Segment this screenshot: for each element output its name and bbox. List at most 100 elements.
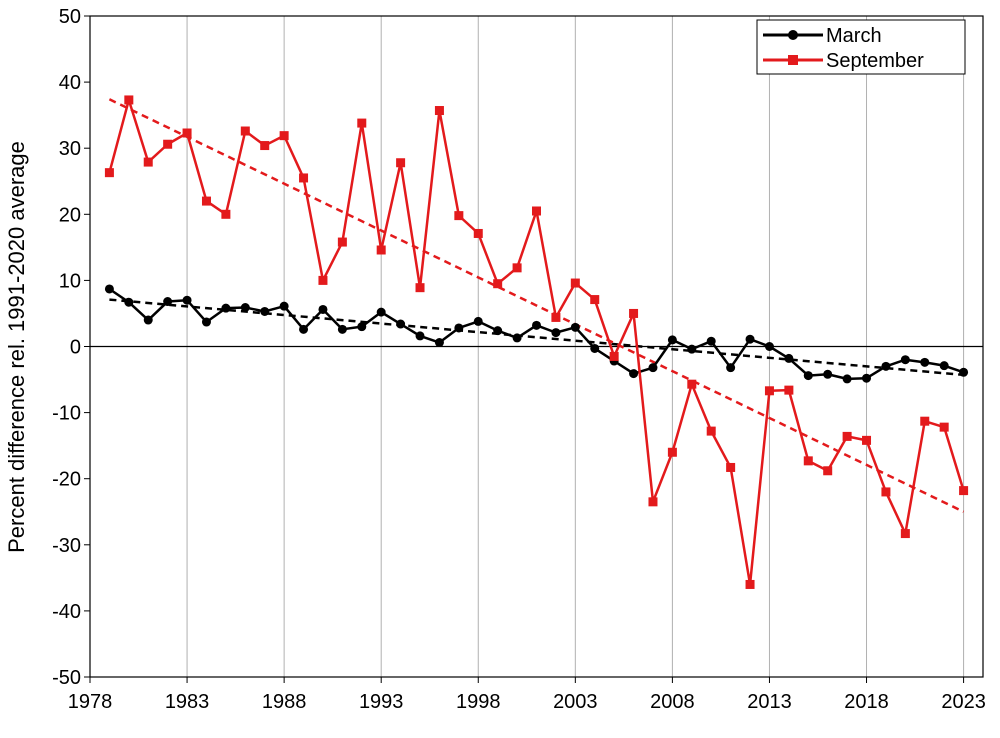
legend: March September bbox=[756, 19, 966, 75]
march-point bbox=[512, 333, 522, 343]
september-point bbox=[337, 237, 347, 247]
march-series bbox=[104, 284, 969, 384]
march-point bbox=[862, 373, 872, 383]
september-line bbox=[108, 98, 965, 586]
march-point bbox=[920, 357, 930, 367]
march-point bbox=[842, 374, 852, 384]
september-point bbox=[415, 283, 425, 293]
x-tick-label: 1978 bbox=[68, 691, 113, 713]
march-point bbox=[764, 342, 774, 351]
march-point bbox=[823, 369, 833, 379]
march-point bbox=[493, 326, 503, 336]
march-point bbox=[104, 284, 114, 294]
september-point bbox=[299, 173, 309, 183]
march-point bbox=[221, 303, 231, 313]
march-point bbox=[648, 363, 658, 373]
september-point bbox=[823, 466, 833, 476]
x-tick-label: 1983 bbox=[165, 691, 210, 713]
data-series bbox=[104, 95, 969, 589]
september-point bbox=[959, 486, 969, 496]
x-tick-label: 1988 bbox=[262, 691, 307, 713]
september-point bbox=[493, 279, 503, 289]
march-point bbox=[337, 324, 347, 334]
y-tick-label: 10 bbox=[59, 270, 81, 292]
september-point bbox=[590, 295, 600, 305]
september-point bbox=[745, 579, 755, 589]
september-point bbox=[842, 431, 852, 441]
september-point bbox=[201, 196, 211, 206]
y-axis-title: Percent difference rel. 1991-2020 averag… bbox=[4, 141, 29, 553]
march-point bbox=[240, 303, 250, 313]
september-point bbox=[279, 131, 289, 141]
legend-september-marker bbox=[788, 55, 798, 65]
september-point bbox=[532, 206, 541, 216]
trend-lines bbox=[108, 98, 965, 513]
march-point bbox=[726, 363, 736, 373]
march-point bbox=[201, 317, 211, 327]
march-point bbox=[473, 316, 483, 326]
march-point bbox=[687, 344, 697, 354]
september-point bbox=[182, 128, 192, 138]
september-point bbox=[376, 245, 386, 255]
march-point bbox=[881, 361, 891, 371]
march-point bbox=[318, 304, 328, 314]
september-point bbox=[473, 228, 483, 238]
y-tick-label: 20 bbox=[59, 204, 81, 226]
x-tick-label: 2003 bbox=[553, 691, 598, 713]
x-tick-label: 2008 bbox=[650, 691, 695, 713]
march-point bbox=[260, 306, 270, 316]
september-point bbox=[396, 158, 406, 168]
march-trend-line bbox=[109, 298, 964, 377]
march-point bbox=[532, 320, 541, 330]
september-trend-line bbox=[108, 98, 965, 513]
march-point bbox=[745, 334, 755, 344]
march-point bbox=[803, 371, 813, 381]
x-tick-label: 1998 bbox=[456, 691, 501, 713]
september-point bbox=[629, 308, 639, 318]
september-point bbox=[104, 168, 114, 178]
september-point bbox=[260, 141, 270, 151]
march-point bbox=[454, 323, 464, 333]
september-point bbox=[318, 275, 328, 285]
y-tick-label: -30 bbox=[52, 535, 81, 557]
tick-labels: -50 -40 -30 -20 -10 0 10 20 30 40 50 1978 1983 1988 19… bbox=[52, 6, 986, 713]
september-point bbox=[862, 435, 872, 445]
march-point bbox=[706, 336, 716, 346]
march-point bbox=[959, 367, 969, 377]
september-point bbox=[512, 263, 522, 273]
september-point bbox=[648, 497, 658, 507]
september-point bbox=[881, 487, 891, 497]
y-tick-label: 50 bbox=[59, 6, 81, 28]
legend-march-label: March bbox=[826, 25, 882, 47]
axes bbox=[84, 15, 984, 683]
september-point bbox=[124, 95, 134, 105]
march-line bbox=[108, 287, 964, 381]
september-series bbox=[104, 95, 969, 589]
march-point bbox=[667, 335, 677, 345]
march-point bbox=[939, 361, 949, 371]
x-tick-label: 2018 bbox=[844, 691, 889, 713]
y-tick-label: 30 bbox=[59, 138, 81, 160]
september-point bbox=[143, 157, 153, 167]
march-point bbox=[182, 295, 192, 305]
y-tick-label: -50 bbox=[52, 667, 81, 689]
march-point bbox=[784, 353, 794, 363]
september-point bbox=[939, 422, 949, 432]
y-tick-label: -10 bbox=[52, 403, 81, 425]
march-point bbox=[900, 355, 910, 365]
march-point bbox=[124, 297, 134, 307]
march-point bbox=[590, 343, 600, 353]
september-point bbox=[163, 139, 173, 149]
y-tick-label: 40 bbox=[59, 72, 81, 94]
september-point bbox=[784, 385, 794, 395]
september-point bbox=[357, 118, 367, 128]
x-tick-label: 2023 bbox=[941, 691, 986, 713]
march-point bbox=[434, 338, 444, 348]
march-point bbox=[376, 307, 386, 317]
september-point bbox=[764, 386, 774, 396]
y-tick-label: 0 bbox=[70, 337, 81, 359]
september-point bbox=[434, 106, 444, 116]
september-point bbox=[706, 426, 716, 436]
